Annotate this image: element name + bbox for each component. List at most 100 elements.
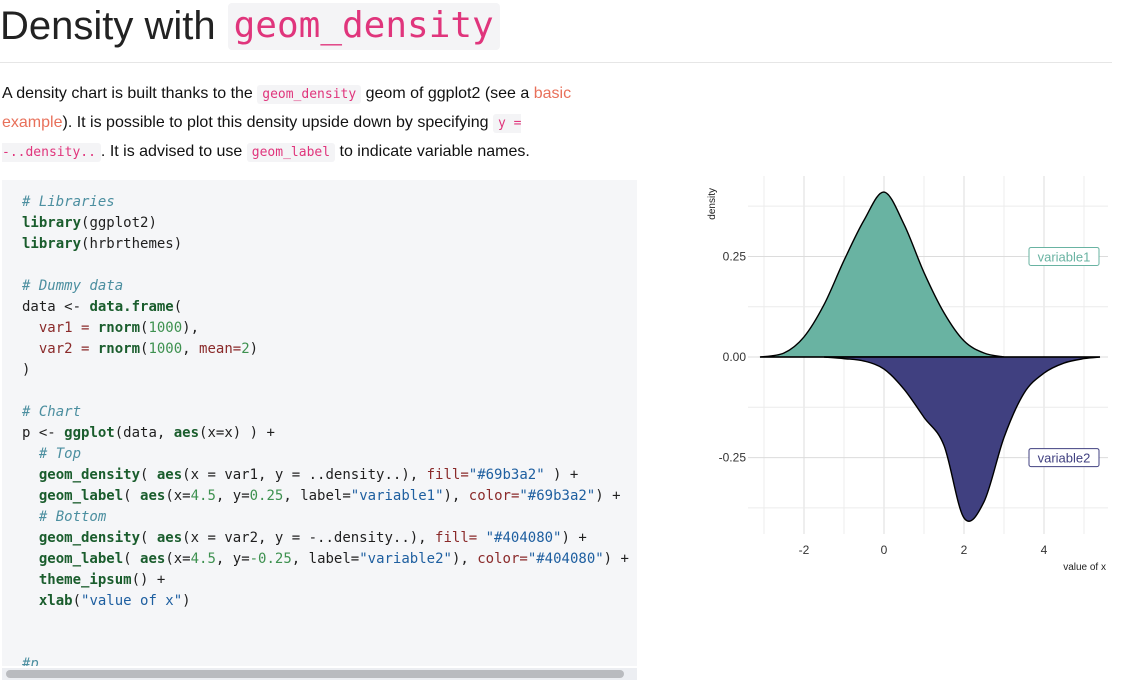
code-string: "variable1" <box>350 488 444 504</box>
inline-code-geom-density: geom_density <box>257 85 362 104</box>
code-text-span: ) + <box>603 551 629 567</box>
inline-code-geom-label: geom_label <box>246 143 336 162</box>
code-string: "#404080" <box>477 530 562 546</box>
code-text-span: ( <box>123 488 141 504</box>
code-text[interactable]: # Libraries library(ggplot2) library(hrb… <box>2 180 637 666</box>
code-string: "value of x" <box>81 593 183 609</box>
code-number: 1000 <box>148 341 183 357</box>
code-number: 1000 <box>148 320 183 336</box>
code-text-span: ( <box>140 320 149 336</box>
code-block[interactable]: # Libraries library(ggplot2) library(hrb… <box>2 180 637 666</box>
code-text-span: ) + <box>595 488 621 504</box>
label-text-variable2: variable2 <box>1038 451 1091 466</box>
code-fn: ggplot <box>64 425 115 441</box>
code-text-span: ( <box>140 341 149 357</box>
chart-areas <box>759 191 1101 522</box>
code-text-span: data <- <box>22 299 90 315</box>
y-tick-label: 0.00 <box>723 350 747 364</box>
x-tick-label: 2 <box>961 543 968 557</box>
code-horizontal-scrollbar[interactable] <box>2 668 637 680</box>
code-param: fill= <box>426 467 469 483</box>
intro-text-3: ). It is possible to plot this density u… <box>62 114 493 131</box>
code-text-span: , y= <box>215 551 250 567</box>
code-fn: geom_density <box>22 467 141 483</box>
intro-text-1: A density chart is built thanks to the <box>2 85 258 102</box>
code-text-span: , label= <box>283 488 351 504</box>
code-text-span: ( <box>140 467 157 483</box>
code-fn: geom_density <box>22 530 141 546</box>
code-fn: aes <box>156 467 183 483</box>
code-text-span: ) + <box>561 530 587 546</box>
x-tick-label: 4 <box>1041 543 1048 557</box>
code-fn: geom_label <box>22 551 124 567</box>
code-text-span: ), <box>182 320 200 336</box>
code-text-span: ) <box>182 593 191 609</box>
code-number: 4.5 <box>190 551 216 567</box>
code-fn: library <box>22 215 82 231</box>
code-param: mean= <box>199 341 242 357</box>
page-title-text: Density with <box>0 3 216 48</box>
chart-labels: variable1 variable2 <box>1028 246 1100 468</box>
code-text-span: ), <box>451 551 478 567</box>
code-fn: rnorm <box>97 341 141 357</box>
code-text-span: (x = var1, y = ..density..), <box>182 467 427 483</box>
code-text-span: ) <box>22 362 31 378</box>
code-text-span: (x= <box>165 551 191 567</box>
label-box-variable2 <box>1028 448 1100 468</box>
code-param: var1 = <box>22 320 98 336</box>
code-number: 4.5 <box>190 488 216 504</box>
code-text-span: (x= <box>165 488 191 504</box>
code-text-span: ( <box>123 551 141 567</box>
code-string: "#69b3a2" <box>519 488 596 504</box>
x-tick-label: -2 <box>799 543 810 557</box>
code-param: color= <box>477 551 528 567</box>
code-fn: aes <box>173 425 200 441</box>
code-text-span: (data, <box>114 425 174 441</box>
code-param: var2 = <box>22 341 98 357</box>
y-axis-title: density <box>707 188 718 220</box>
code-text-span: ( <box>72 593 82 609</box>
label-text-variable1: variable1 <box>1038 249 1091 264</box>
x-axis-title: value of x <box>1063 562 1106 573</box>
code-text-span: ) <box>249 341 259 357</box>
code-text-span: p <- <box>22 425 65 441</box>
code-fn: aes <box>140 551 166 567</box>
code-text-span: (hrbrthemes) <box>81 236 183 252</box>
code-text-span: , y= <box>215 488 250 504</box>
code-fn: rnorm <box>97 320 141 336</box>
label-box-variable1 <box>1028 246 1100 266</box>
code-fn: geom_label <box>22 488 124 504</box>
code-comment: # Top <box>22 446 82 462</box>
x-tick-label: 0 <box>881 543 888 557</box>
code-text-span: ), <box>443 488 469 504</box>
code-comment: # Chart <box>22 404 82 420</box>
page-title: Density with geom_density <box>0 0 500 52</box>
scrollbar-thumb[interactable] <box>6 670 624 678</box>
code-fn: aes <box>156 530 183 546</box>
code-fn: library <box>22 236 82 252</box>
code-fn: data.frame <box>89 299 174 315</box>
intro-text-5: to indicate variable names. <box>335 143 530 160</box>
chart-ticks: -2 0 2 4 0.25 0.00 -0.25 <box>719 249 1048 557</box>
density-area-variable1 <box>759 191 1005 358</box>
intro-text-2: geom of ggplot2 (see a <box>361 85 534 102</box>
code-fn: xlab <box>22 593 73 609</box>
code-string: "#404080" <box>527 551 604 567</box>
y-tick-label: 0.25 <box>723 249 747 263</box>
intro-text-4: . It is advised to use <box>100 143 247 160</box>
code-text-span: (x=x) ) + <box>199 425 275 441</box>
code-text-span: () + <box>131 572 166 588</box>
code-param: color= <box>468 488 520 504</box>
code-string: "variable2" <box>359 551 452 567</box>
code-text-span: , <box>182 341 200 357</box>
code-number: -0.25 <box>249 551 292 567</box>
code-comment: # Dummy data <box>22 278 124 294</box>
code-param: fill= <box>435 530 478 546</box>
code-text-span: (ggplot2) <box>81 215 157 231</box>
code-comment: # Libraries <box>22 194 115 210</box>
density-chart: -2 0 2 4 0.25 0.00 -0.25 variable1 variable2 de… <box>707 176 1108 573</box>
code-text-span: ( <box>173 299 183 315</box>
code-text-span: (x = var2, y = -..density..), <box>182 530 436 546</box>
basic-example-link[interactable]: basic example <box>2 85 572 131</box>
title-divider <box>0 62 1112 63</box>
